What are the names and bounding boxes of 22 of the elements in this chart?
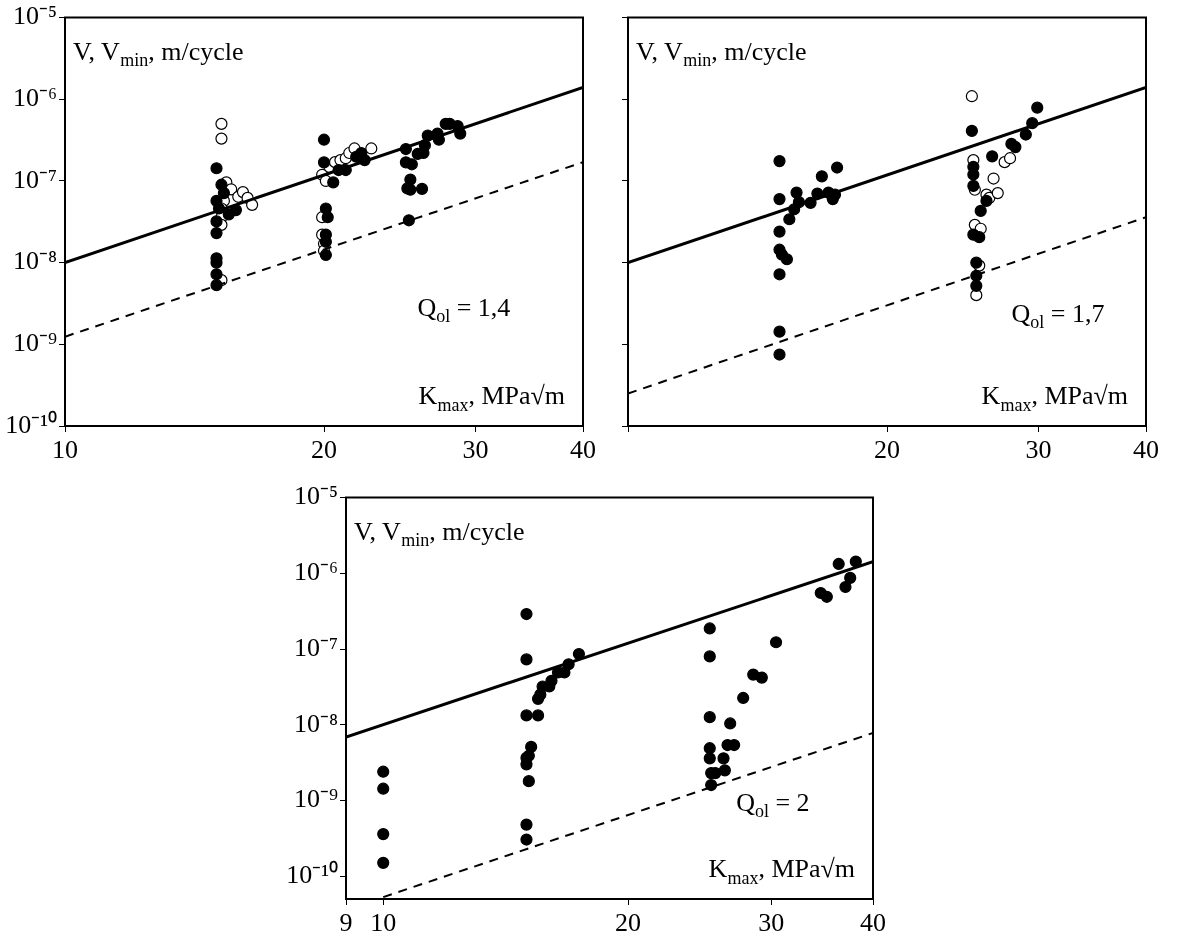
x-tick-label: 30 xyxy=(462,435,489,465)
y-tick-label: 10⁻⁸ xyxy=(12,246,57,276)
x-tick-label: 10 xyxy=(370,908,397,937)
y-tick-label: 10⁻⁵ xyxy=(12,1,57,31)
y-tick-label: 10⁻⁶ xyxy=(12,83,57,113)
x-tick-label: 20 xyxy=(615,908,642,937)
y-tick-label: 10⁻⁶ xyxy=(293,557,338,587)
x-tick-label: 30 xyxy=(758,908,785,937)
y-tick-label: 10⁻⁹ xyxy=(293,784,338,814)
y-tick-label: 10⁻¹⁰ xyxy=(286,860,338,890)
x-tick-label: 20 xyxy=(311,435,337,465)
x-tick-label: 40 xyxy=(1133,435,1159,465)
x-tick-label: 40 xyxy=(860,908,886,937)
y-tick-label: 10⁻⁷ xyxy=(12,164,57,194)
y-tick-label: 10⁻⁸ xyxy=(293,708,338,738)
x-tick-label: 30 xyxy=(1025,435,1052,465)
x-tick-label: 40 xyxy=(570,435,596,465)
y-tick-label: 10⁻⁷ xyxy=(293,632,338,662)
y-tick-label: 10⁻⁹ xyxy=(12,328,57,358)
y-tick-label: 10⁻⁵ xyxy=(293,481,338,511)
x-tick-label: 20 xyxy=(874,435,900,465)
x-tick-label: 9 xyxy=(339,908,353,937)
